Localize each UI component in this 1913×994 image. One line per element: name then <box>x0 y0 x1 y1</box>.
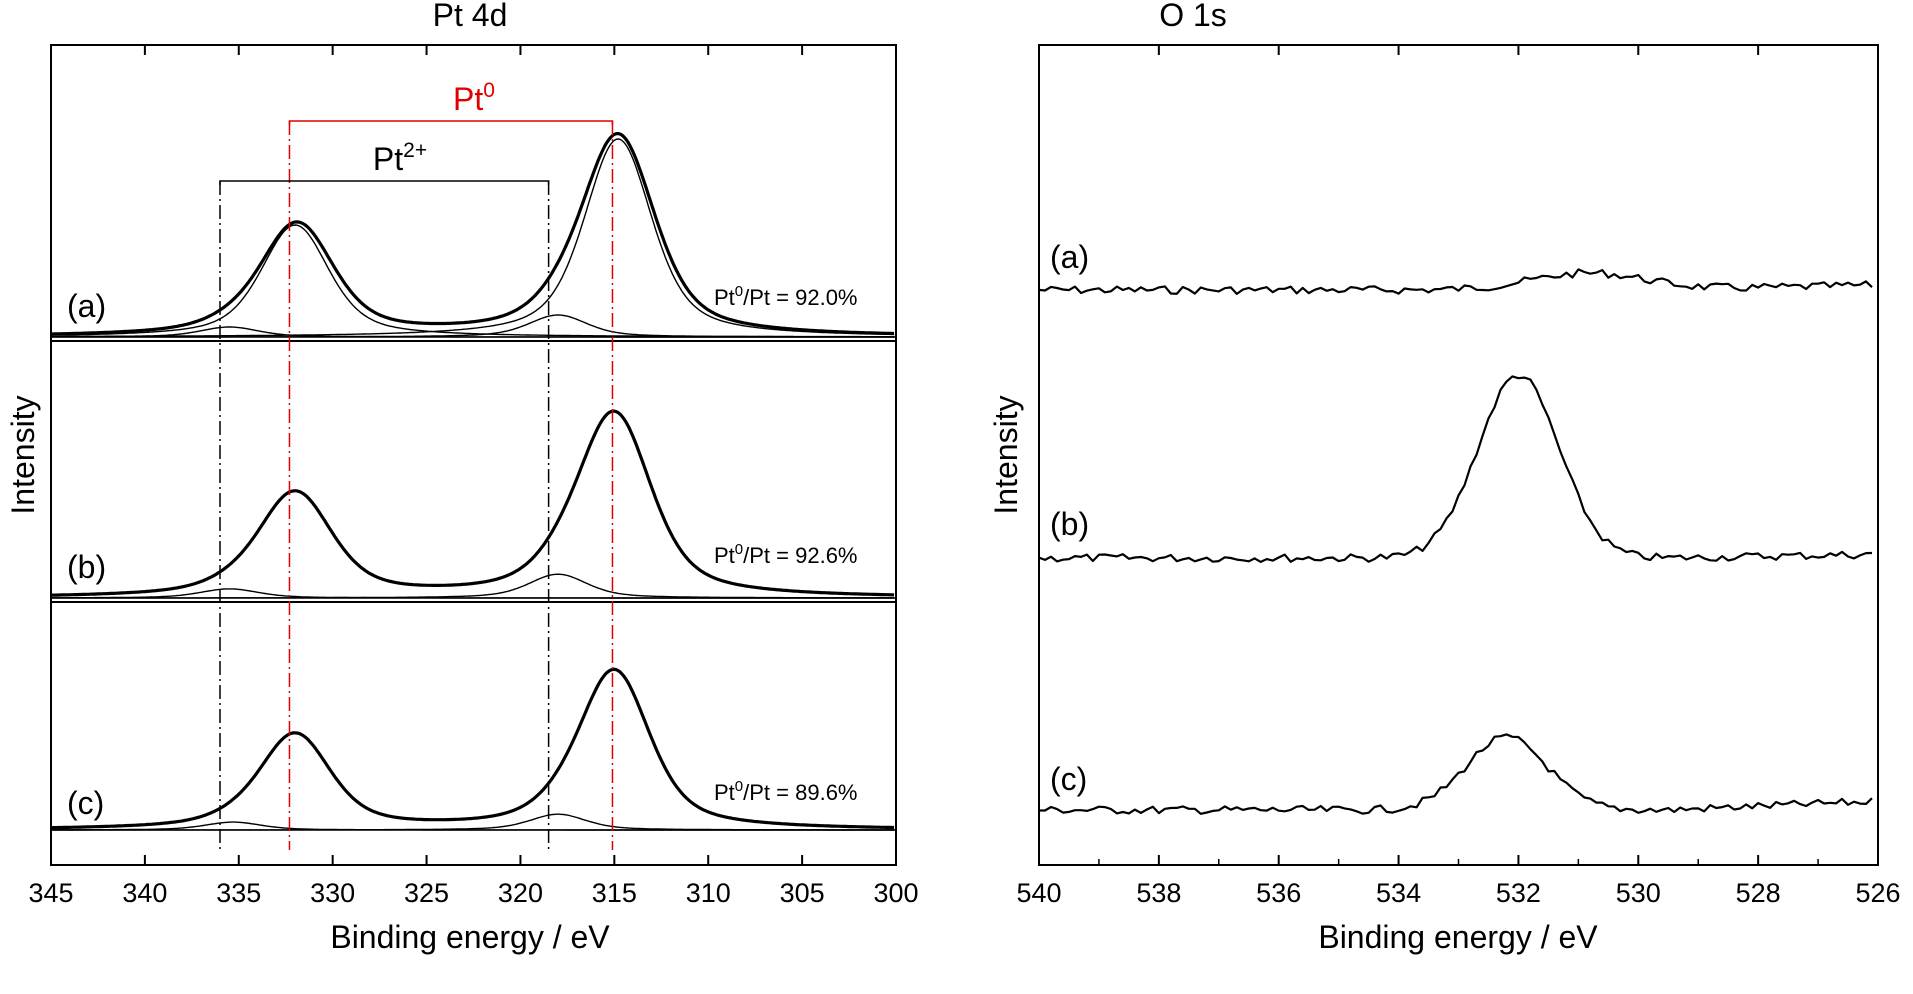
pt4d-x-tick-label: 320 <box>498 878 543 908</box>
o1s-trace-label-a: (a) <box>1050 239 1089 275</box>
o1s-frame <box>1038 44 1879 866</box>
pt4d-ratio-c: Pt0/Pt = 89.6% <box>714 778 858 805</box>
pt4d-component <box>50 224 895 338</box>
pt4d-envelope <box>50 667 895 830</box>
pt4d-x-tick-label: 315 <box>592 878 637 908</box>
pt4d-ratio-a: Pt0/Pt = 92.0% <box>714 283 858 310</box>
o1s-x-tick-label: 540 <box>1016 878 1061 908</box>
o1s-x-axis-title: Binding energy / eV <box>1318 919 1598 955</box>
pt4d-ratio-b: Pt0/Pt = 92.6% <box>714 541 858 568</box>
pt4d-trace-label-a: (a) <box>67 288 106 324</box>
o1s-x-tick-label: 528 <box>1736 878 1781 908</box>
pt0-bracket <box>288 120 614 125</box>
o1s-trace <box>1039 733 1873 815</box>
pt2plus-bracket <box>219 180 550 185</box>
pt4d-reference-lines <box>219 120 614 850</box>
pt4d-y-axis-title: Intensity <box>5 395 41 514</box>
pt4d-x-tick-label: 310 <box>686 878 731 908</box>
pt4d-trace-label-b: (b) <box>67 549 106 585</box>
pt4d-x-axis-title: Binding energy / eV <box>330 919 610 955</box>
o1s-trace-label-b: (b) <box>1050 506 1089 542</box>
pt0-label: Pt0 <box>453 79 495 117</box>
pt4d-frame <box>50 44 897 866</box>
o1s-title: O 1s <box>1159 0 1227 33</box>
pt4d-x-tick-label: 340 <box>122 878 167 908</box>
pt4d-x-tick-label: 330 <box>310 878 355 908</box>
o1s-x-tick-label: 536 <box>1256 878 1301 908</box>
o1s-traces <box>1038 268 1873 815</box>
o1s-trace <box>1038 375 1873 563</box>
pt4d-component <box>51 573 895 599</box>
o1s-panel: O 1s 540 538 536 534 532 530 528 526 (a) (b) (c… <box>988 0 1901 955</box>
o1s-x-ticks: 540 538 536 534 532 530 528 526 <box>1016 45 1901 908</box>
pt4d-trace-label-c: (c) <box>67 785 104 821</box>
pt4d-envelope <box>51 131 895 336</box>
o1s-x-tick-label: 526 <box>1855 878 1900 908</box>
o1s-x-tick-label: 532 <box>1496 878 1541 908</box>
o1s-trace-label-c: (c) <box>1050 761 1087 797</box>
pt4d-x-tick-label: 335 <box>216 878 261 908</box>
pt4d-traces <box>50 131 896 831</box>
pt4d-x-tick-label: 345 <box>28 878 73 908</box>
pt4d-panel: Pt 4d 345 340 335 330 325 320 315 310 305 300 (a)… <box>5 0 919 955</box>
o1s-x-tick-label: 530 <box>1616 878 1661 908</box>
pt4d-x-tick-label: 300 <box>873 878 918 908</box>
pt4d-x-tick-label: 325 <box>404 878 449 908</box>
pt4d-component <box>51 138 895 338</box>
o1s-trace <box>1038 268 1873 295</box>
pt2plus-label: Pt2+ <box>373 139 427 177</box>
o1s-x-tick-label: 534 <box>1376 878 1421 908</box>
pt4d-title: Pt 4d <box>433 0 508 33</box>
pt4d-x-tick-label: 305 <box>780 878 825 908</box>
pt4d-x-ticks: 345 340 335 330 325 320 315 310 305 300 <box>28 45 919 908</box>
o1s-y-axis-title: Intensity <box>988 395 1024 514</box>
o1s-x-tick-label: 538 <box>1136 878 1181 908</box>
pt4d-envelope <box>50 409 895 597</box>
